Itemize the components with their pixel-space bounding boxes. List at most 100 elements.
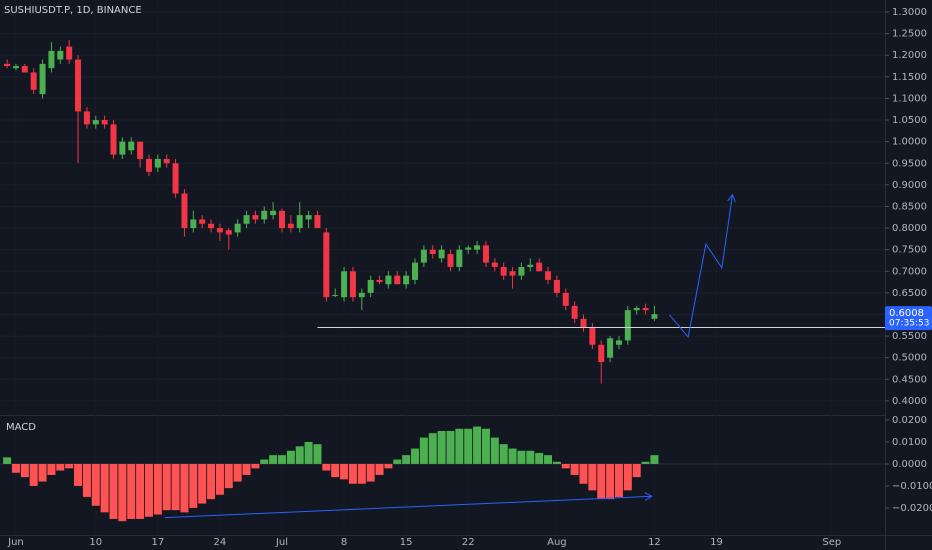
y-tick-label: 1.2000: [892, 50, 927, 61]
x-tick-label: Aug: [547, 537, 567, 548]
macd-bar: [384, 463, 393, 469]
macd-bar: [286, 450, 295, 464]
macd-bar: [215, 463, 224, 495]
macd-bar: [162, 463, 171, 511]
x-tick-label: 8: [341, 537, 347, 548]
macd-bar: [597, 463, 606, 500]
y-tick-label: 0.0000: [892, 459, 927, 470]
drawing: [669, 195, 733, 339]
grid: [0, 11, 889, 509]
x-tick-label: 22: [462, 537, 475, 548]
y-tick-label: 0.7500: [892, 245, 927, 256]
macd-bar: [20, 463, 29, 478]
macd-bar: [402, 455, 411, 464]
macd-bar: [552, 461, 561, 464]
candle-body: [172, 163, 179, 194]
candle-body: [518, 266, 525, 276]
macd-bar: [357, 463, 366, 484]
macd-bar: [348, 463, 357, 484]
y-tick-label: 1.1500: [892, 72, 927, 83]
x-tick-label: 15: [400, 537, 413, 548]
macd-bar: [189, 463, 198, 508]
macd-bar: [473, 426, 482, 464]
candle-body: [447, 253, 454, 267]
candle-body: [101, 120, 108, 125]
macd-bar: [544, 455, 553, 464]
candle-body: [296, 215, 303, 229]
candle-body: [376, 279, 383, 283]
candle-body: [199, 219, 206, 224]
candle-body: [553, 279, 560, 293]
candle-body: [509, 271, 516, 276]
candle-body: [545, 271, 552, 280]
macd-bar: [100, 463, 109, 513]
candle-body: [92, 120, 99, 125]
candle-body: [48, 50, 55, 69]
macd-bar: [233, 463, 242, 482]
x-tick-label: Jul: [275, 537, 288, 548]
candle-body: [190, 219, 197, 229]
candle-body: [305, 215, 312, 220]
macd-bar: [136, 463, 145, 519]
candle-body: [154, 158, 161, 168]
candle-body: [633, 308, 640, 311]
macd-bar: [428, 433, 437, 464]
macd-bar: [109, 463, 118, 519]
candle-body: [287, 223, 294, 229]
candle-body: [83, 111, 90, 125]
candle-body: [225, 230, 232, 235]
candle-body: [252, 215, 259, 220]
candle-body: [465, 247, 472, 250]
y-tick-label: 0.8000: [892, 223, 927, 234]
y-tick-label: 1.3000: [892, 7, 927, 18]
candle-body: [562, 292, 569, 306]
macd-bar: [65, 463, 74, 469]
macd-bar: [517, 450, 526, 464]
macd-bar: [455, 428, 464, 464]
macd-bar: [650, 455, 659, 464]
candle-body: [615, 340, 622, 345]
macd-bar: [481, 428, 490, 464]
macd-bar: [322, 463, 331, 471]
candle-body: [607, 338, 614, 358]
macd-bar: [74, 463, 83, 486]
candle-body: [385, 275, 392, 285]
candle-body: [589, 327, 596, 345]
candle-body: [358, 292, 365, 298]
macd-bar: [570, 463, 579, 475]
candle-body: [243, 215, 250, 224]
candle-body: [482, 245, 489, 263]
candle-body: [491, 262, 498, 267]
labels: 1.3000 1.2500 1.2000 1.1500 1.1000 1.0500 1.00…: [7, 7, 932, 548]
candle-body: [110, 124, 117, 155]
macd-bar: [153, 463, 162, 515]
x-tick-label: 17: [151, 537, 164, 548]
macd-bar: [393, 459, 402, 464]
candle-body: [429, 249, 436, 254]
marks: [3, 40, 885, 522]
macd-bar: [419, 437, 428, 464]
macd-bar: [207, 463, 216, 500]
macd-bar: [277, 455, 286, 464]
macd-bar: [251, 463, 260, 469]
macd-bar: [242, 463, 251, 475]
candle-body: [527, 264, 534, 267]
macd-title: MACD: [6, 422, 36, 433]
y-tick-label: 0.6500: [892, 288, 927, 299]
last-price-label: 0.6008: [889, 308, 924, 319]
macd-bar: [446, 430, 455, 464]
macd-bar: [526, 450, 535, 464]
candle-body: [75, 59, 82, 112]
y-tick-label: 0.5500: [892, 331, 927, 342]
macd-bar: [304, 441, 313, 464]
macd-bar: [11, 463, 20, 473]
macd-bar: [437, 430, 446, 464]
candle-body: [12, 66, 19, 69]
macd-bar: [490, 437, 499, 464]
drawing: [164, 496, 652, 519]
candle-body: [145, 158, 152, 172]
candle-body: [181, 193, 188, 229]
y-tick-label: 0.4000: [892, 396, 927, 407]
candle-body: [208, 223, 215, 229]
macd-bar: [375, 463, 384, 475]
